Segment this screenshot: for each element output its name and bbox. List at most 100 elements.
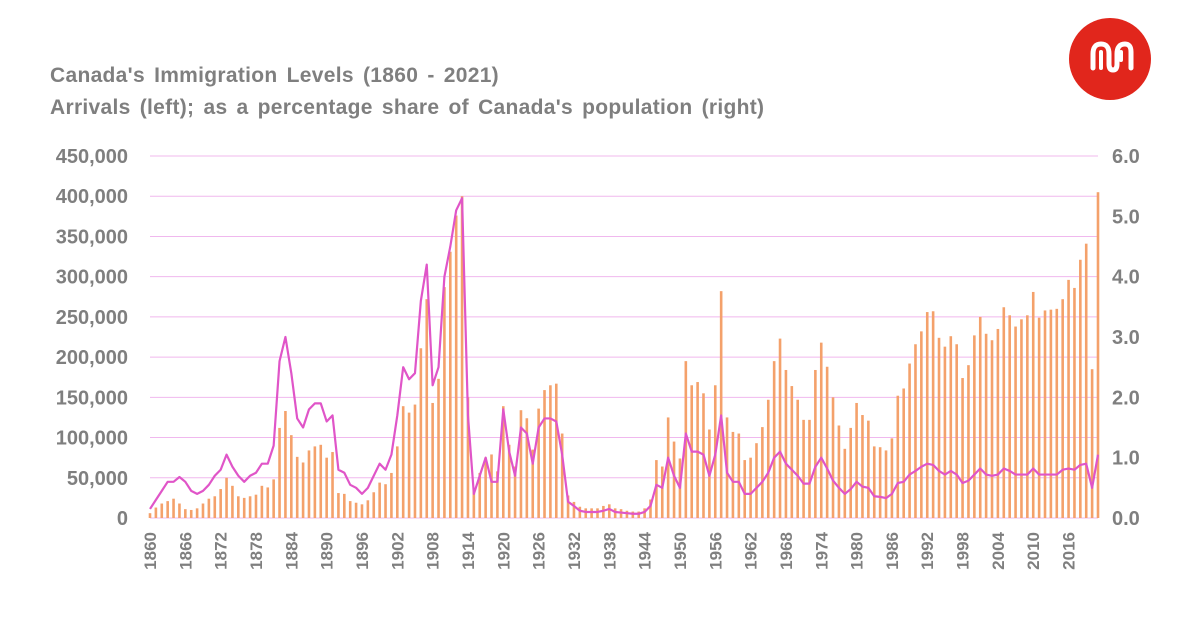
bar-1880	[266, 487, 270, 518]
left-tick-label: 150,000	[56, 387, 128, 409]
x-tick-label: 1944	[636, 531, 655, 569]
bar-1872	[219, 489, 222, 518]
bar-1970	[796, 399, 799, 518]
x-tick-label: 1974	[812, 531, 831, 569]
bar-2006	[1008, 315, 1011, 518]
left-axis-ticks: 0 50,000 100,000 150,000 200,000 250,000 300,0…	[56, 146, 128, 530]
bar-1900	[384, 484, 387, 518]
bar-2010	[1031, 291, 1035, 518]
left-tick-label: 450,000	[56, 146, 128, 168]
bar-1986	[890, 438, 894, 518]
bar-1918	[490, 454, 493, 518]
bar-1985	[884, 450, 888, 518]
bar-1861	[154, 507, 158, 518]
bar-1996	[949, 336, 953, 518]
bar-1930	[560, 433, 564, 518]
x-tick-label: 1932	[565, 532, 584, 570]
bar-1925	[531, 449, 535, 518]
x-tick-label: 1986	[883, 532, 902, 570]
x-tick-label: 1914	[459, 531, 478, 569]
bar-1948	[666, 417, 670, 518]
bar-1905	[413, 404, 417, 518]
bar-1875	[237, 496, 240, 518]
bar-1988	[902, 388, 905, 518]
x-tick-label: 1866	[176, 532, 195, 570]
bar-2017	[1073, 287, 1076, 518]
bar-2008	[1020, 319, 1023, 518]
bar-1916	[478, 472, 482, 518]
bar-1873	[225, 477, 228, 518]
bar-1936	[596, 508, 599, 518]
bar-1998	[961, 378, 964, 518]
bar-1865	[178, 503, 181, 518]
x-tick-label: 1878	[247, 532, 266, 570]
bar-1901	[390, 472, 393, 518]
bar-1919	[496, 471, 499, 518]
population-share-line	[149, 197, 1100, 515]
bar-1874	[231, 485, 234, 518]
bar-1953	[696, 382, 699, 518]
bar-1911	[449, 251, 452, 519]
bar-1864	[172, 498, 175, 518]
bar-1870	[207, 498, 211, 518]
bar-1957	[719, 291, 723, 518]
x-tick-label: 1884	[282, 531, 301, 569]
bar-1947	[660, 466, 664, 518]
bar-1886	[301, 462, 305, 518]
right-tick-label: 4.0	[1112, 267, 1140, 289]
right-tick-label: 2.0	[1112, 387, 1140, 409]
bar-1949	[672, 441, 676, 518]
bar-2013	[1049, 309, 1053, 518]
bar-1975	[825, 366, 829, 518]
bar-1993	[931, 311, 935, 518]
bar-2011	[1037, 317, 1041, 518]
bar-1893	[343, 493, 346, 518]
bar-1946	[655, 460, 658, 518]
bar-1863	[166, 501, 169, 518]
bar-1898	[372, 492, 376, 518]
bar-1910	[443, 287, 446, 518]
bar-1871	[213, 496, 217, 518]
bar-2001	[978, 316, 982, 518]
x-tick-label: 1938	[600, 532, 619, 570]
bar-1904	[407, 412, 411, 518]
right-axis-ticks: 0.0 1.0 2.0 3.0 4.0 5.0 6.0	[1112, 146, 1140, 530]
bar-1897	[366, 500, 370, 518]
bar-1913	[460, 196, 464, 518]
bar-1987	[896, 395, 900, 518]
right-tick-label: 5.0	[1112, 206, 1140, 228]
bar-1887	[307, 450, 311, 518]
bar-1933	[578, 506, 582, 518]
bar-1862	[160, 503, 164, 518]
bar-1927	[543, 390, 546, 518]
bar-2009	[1026, 315, 1029, 518]
bar-1997	[955, 344, 958, 518]
bar-1914	[466, 397, 470, 518]
x-tick-label: 1956	[706, 532, 725, 570]
bar-2002	[984, 333, 988, 518]
x-tick-label: 1860	[141, 532, 160, 570]
right-tick-label: 6.0	[1112, 146, 1140, 168]
bar-2016	[1067, 279, 1070, 518]
bar-1935	[590, 508, 593, 518]
bar-1860	[148, 513, 152, 518]
bar-1881	[272, 479, 275, 518]
bar-1991	[920, 331, 923, 518]
bar-1866	[184, 509, 187, 518]
brand-logo-icon[interactable]	[1069, 18, 1151, 100]
bar-1989	[908, 363, 911, 518]
bar-1974	[819, 342, 823, 518]
bar-1976	[831, 397, 835, 518]
bar-2007	[1014, 326, 1017, 518]
x-tick-label: 2010	[1024, 532, 1043, 570]
bar-1912	[454, 215, 458, 518]
bar-1959	[731, 431, 735, 518]
bar-1902	[396, 446, 399, 518]
arrivals-bars	[148, 192, 1100, 519]
bar-1939	[613, 508, 617, 518]
bar-1921	[507, 444, 511, 518]
bar-1924	[525, 418, 529, 518]
x-tick-label: 1902	[388, 532, 407, 570]
x-tick-label: 1950	[671, 532, 690, 570]
bar-2021	[1096, 192, 1100, 518]
